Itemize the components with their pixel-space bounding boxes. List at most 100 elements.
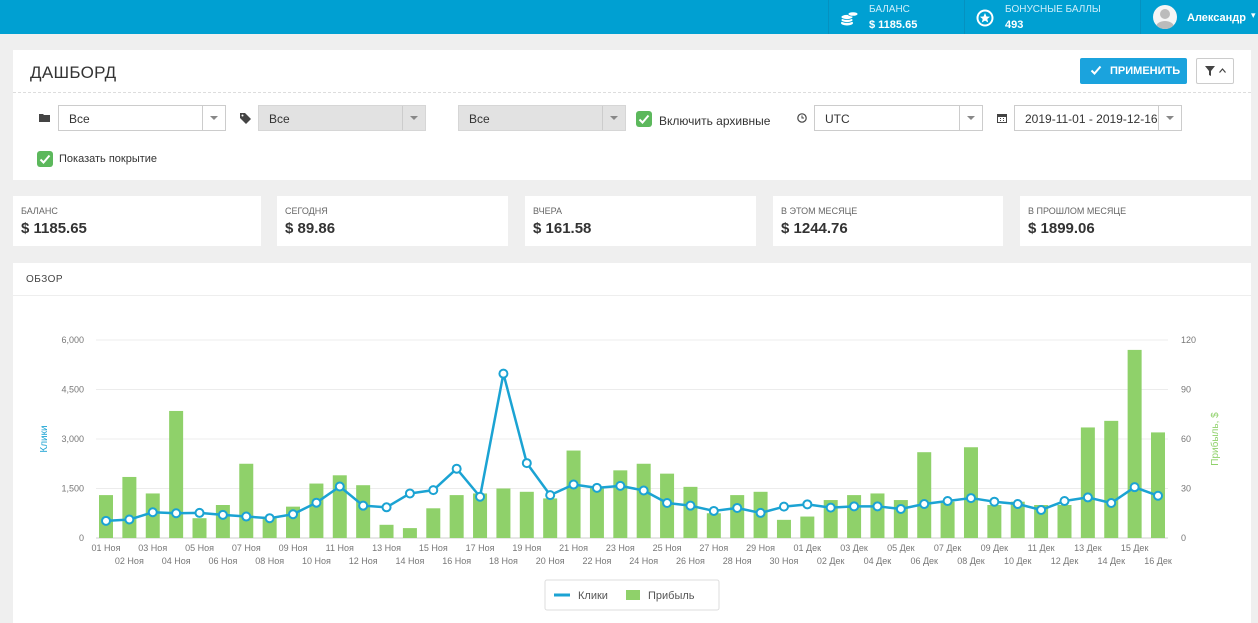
page-title: ДАШБОРД xyxy=(30,63,117,82)
x-tick-label: 02 Ноя xyxy=(115,556,144,566)
x-tick-label: 10 Дек xyxy=(1004,556,1032,566)
balance-widget[interactable]: БАЛАНС $ 1185.65 xyxy=(828,0,964,34)
clicks-point xyxy=(358,500,369,511)
clicks-point xyxy=(1082,492,1093,503)
stat-value: $ 1244.76 xyxy=(781,220,848,237)
timezone-select[interactable]: UTC xyxy=(814,105,983,131)
clicks-point xyxy=(1036,504,1047,515)
x-tick-label: 04 Дек xyxy=(864,556,892,566)
x-tick-label: 05 Дек xyxy=(887,543,915,553)
overview-title: ОБЗОР xyxy=(26,274,64,285)
balance-value: $ 1185.65 xyxy=(869,19,918,31)
x-tick-label: 19 Ноя xyxy=(512,543,541,553)
third-select-value: Все xyxy=(469,112,490,126)
clicks-point xyxy=(965,493,976,504)
y-right-tick-label: 30 xyxy=(1181,484,1191,494)
x-tick-label: 20 Ноя xyxy=(536,556,565,566)
y-left-tick-label: 4,500 xyxy=(61,385,84,395)
chevron-down-icon xyxy=(402,106,425,130)
clicks-point xyxy=(872,501,883,512)
date-range-select[interactable]: 2019-11-01 - 2019-12-16 xyxy=(1014,105,1182,131)
clicks-point xyxy=(591,482,602,493)
third-select[interactable]: Все xyxy=(458,105,626,131)
clicks-point xyxy=(1012,499,1023,510)
profit-bar xyxy=(1057,505,1072,538)
clicks-point xyxy=(171,508,182,519)
clicks-point xyxy=(825,502,836,513)
profit-bar xyxy=(309,483,324,538)
folder-select[interactable]: Все xyxy=(58,105,226,131)
chevron-down-icon: ▾ xyxy=(1251,10,1256,20)
x-tick-label: 05 Ноя xyxy=(185,543,214,553)
filter-toggle-button[interactable] xyxy=(1196,58,1234,84)
clicks-point xyxy=(989,496,1000,507)
clicks-point xyxy=(662,498,673,509)
profit-bar xyxy=(192,518,207,538)
x-tick-label: 04 Ноя xyxy=(162,556,191,566)
profit-bar xyxy=(379,524,394,538)
archive-checkbox[interactable] xyxy=(636,111,652,127)
stat-label: БАЛАНС xyxy=(21,206,58,216)
y-right-tick-label: 60 xyxy=(1181,434,1191,444)
profit-bar xyxy=(496,488,511,538)
x-tick-label: 06 Дек xyxy=(910,556,938,566)
x-tick-label: 26 Ноя xyxy=(676,556,705,566)
x-tick-label: 01 Дек xyxy=(794,543,822,553)
stat-value: $ 89.86 xyxy=(285,220,336,237)
clicks-point xyxy=(919,499,930,510)
clicks-line xyxy=(105,372,1159,523)
check-icon xyxy=(638,114,650,124)
legend-profit-label: Прибыль xyxy=(648,590,695,602)
profit-bar xyxy=(566,450,581,538)
check-icon xyxy=(39,154,51,164)
user-menu[interactable]: Александр ▾ xyxy=(1140,0,1258,34)
clicks-point xyxy=(708,505,719,516)
x-tick-label: 21 Ноя xyxy=(559,543,588,553)
overview-panel: ОБЗОР 0 1,500 3,000 4,500 6,000 0 30 60 90 120 Кли… xyxy=(13,263,1251,623)
clicks-point xyxy=(428,485,439,496)
stat-label: В ПРОШЛОМ МЕСЯЦЕ xyxy=(1028,206,1127,216)
clicks-point xyxy=(545,490,556,501)
x-tick-label: 25 Ноя xyxy=(653,543,682,553)
profit-bar xyxy=(1010,501,1025,538)
x-tick-label: 24 Ноя xyxy=(629,556,658,566)
x-tick-label: 18 Ноя xyxy=(489,556,518,566)
legend-profit-swatch xyxy=(626,590,640,600)
coins-icon xyxy=(840,11,859,26)
x-tick-label: 15 Ноя xyxy=(419,543,448,553)
x-tick-label: 14 Ноя xyxy=(395,556,424,566)
y-right-tick-label: 90 xyxy=(1181,385,1191,395)
filter-icon xyxy=(1205,66,1215,76)
x-tick-label: 06 Ноя xyxy=(208,556,237,566)
apply-button[interactable]: ПРИМЕНИТЬ xyxy=(1080,58,1187,84)
profit-bar xyxy=(800,516,815,538)
stat-value: $ 1185.65 xyxy=(21,220,87,237)
y-right-axis-title: Прибыль, $ xyxy=(1209,412,1221,466)
bonus-widget[interactable]: БОНУСНЫЕ БАЛЛЫ 493 xyxy=(964,0,1140,34)
coverage-label: Показать покрытие xyxy=(59,153,158,165)
folder-icon xyxy=(39,114,50,122)
y-right-tick-label: 120 xyxy=(1181,335,1196,345)
chevron-down-icon xyxy=(1158,106,1181,130)
coverage-checkbox[interactable] xyxy=(37,151,53,167)
chevron-up-icon xyxy=(1219,68,1226,73)
clicks-point xyxy=(568,479,579,490)
date-range-value: 2019-11-01 - 2019-12-16 xyxy=(1025,112,1158,126)
x-tick-label: 13 Ноя xyxy=(372,543,401,553)
top-bar: БАЛАНС $ 1185.65 БОНУСНЫЕ БАЛЛЫ 493 Алек… xyxy=(0,0,1258,34)
user-name: Александр xyxy=(1187,12,1246,24)
profit-bar xyxy=(426,508,441,538)
profit-bar xyxy=(987,505,1002,538)
stat-label: СЕГОДНЯ xyxy=(285,206,328,216)
x-tick-label: 17 Ноя xyxy=(466,543,495,553)
x-tick-label: 11 Ноя xyxy=(326,543,354,553)
x-tick-label: 12 Дек xyxy=(1051,556,1079,566)
clicks-point xyxy=(311,497,322,508)
tag-select[interactable]: Все xyxy=(258,105,426,131)
y-left-tick-label: 6,000 xyxy=(61,335,84,345)
x-tick-label: 23 Ноя xyxy=(606,543,635,553)
clicks-point xyxy=(732,502,743,513)
bonus-value: 493 xyxy=(1005,19,1024,31)
x-tick-label: 28 Ноя xyxy=(723,556,752,566)
clicks-point xyxy=(498,368,509,379)
